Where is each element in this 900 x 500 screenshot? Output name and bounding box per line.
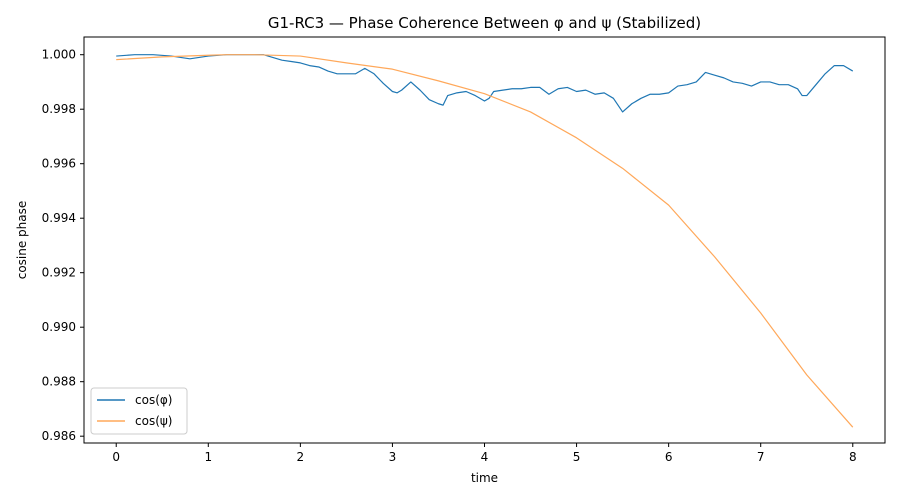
chart-title: G1-RC3 — Phase Coherence Between φ and ψ… [268, 14, 701, 32]
x-tick-label: 2 [297, 450, 305, 464]
x-tick-label: 0 [112, 450, 120, 464]
x-axis: 0 1 2 3 4 5 6 7 8 [112, 443, 857, 464]
y-tick-label: 0.990 [42, 320, 76, 334]
legend-label-1: cos(φ) [135, 393, 172, 407]
y-tick-label: 0.988 [42, 375, 76, 389]
x-tick-label: 6 [665, 450, 673, 464]
plot-series [116, 54, 854, 428]
x-tick-label: 3 [389, 450, 397, 464]
y-axis: 0.986 0.988 0.990 0.992 0.994 0.996 0.998 1.000 [42, 48, 84, 443]
legend-label-2: cos(ψ) [135, 414, 172, 428]
series-line-1 [116, 54, 854, 113]
y-tick-label: 0.992 [42, 266, 76, 280]
y-tick-label: 0.994 [42, 211, 76, 225]
x-tick-label: 4 [481, 450, 489, 464]
x-tick-label: 1 [204, 450, 212, 464]
y-tick-label: 0.996 [42, 157, 76, 171]
x-tick-label: 7 [757, 450, 765, 464]
y-tick-label: 1.000 [42, 48, 76, 62]
plot-frame [83, 36, 886, 444]
x-axis-title: time [471, 471, 498, 485]
x-tick-label: 5 [573, 450, 581, 464]
y-tick-label: 0.986 [42, 429, 76, 443]
y-axis-title: cosine phase [15, 201, 29, 280]
x-tick-label: 8 [849, 450, 857, 464]
series-line-2 [116, 54, 854, 428]
legend: cos(φ) cos(ψ) [90, 387, 188, 435]
y-tick-label: 0.998 [42, 102, 76, 116]
